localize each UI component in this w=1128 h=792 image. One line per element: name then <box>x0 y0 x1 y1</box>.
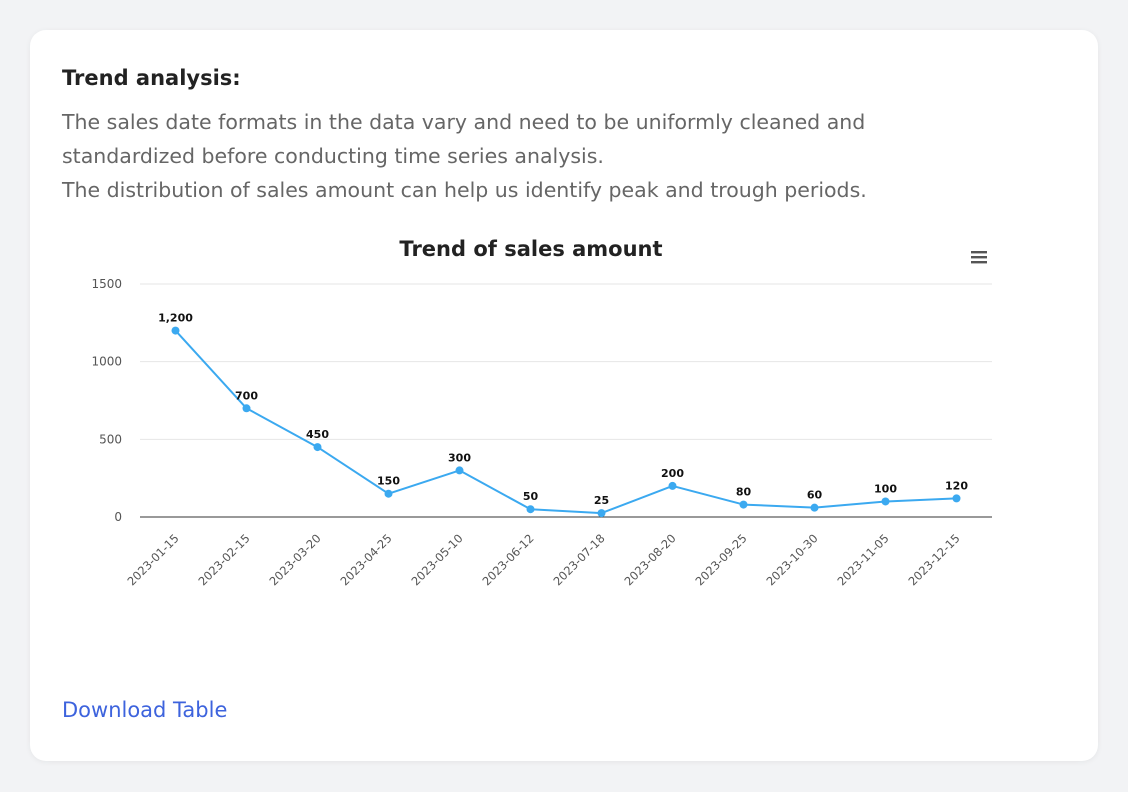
data-label: 60 <box>807 489 823 502</box>
x-tick-label: 2023-07-18 <box>550 531 607 588</box>
description-line: The distribution of sales amount can hel… <box>62 178 867 202</box>
x-tick-label: 2023-05-10 <box>408 531 465 588</box>
series-sales-amount <box>174 329 957 515</box>
grid-lines <box>140 283 992 440</box>
y-tick-label: 1000 <box>91 355 122 369</box>
data-point <box>455 466 464 475</box>
chart-container: Trend of sales amount 0 500 1000 1500 2023-… <box>30 30 1098 674</box>
x-tick-label: 2023-09-25 <box>692 531 749 588</box>
description-paragraph: The sales date formats in the data vary … <box>62 105 1072 207</box>
y-axis: 0 500 1000 1500 <box>91 277 122 524</box>
data-label: 120 <box>945 479 968 492</box>
data-point <box>739 500 748 509</box>
x-tick-label: 2023-04-25 <box>337 531 394 588</box>
data-point <box>668 481 677 490</box>
data-point <box>526 505 535 514</box>
data-points <box>171 326 961 518</box>
description-line: standardized before conducting time seri… <box>62 144 604 168</box>
description-line: The sales date formats in the data vary … <box>62 110 866 134</box>
data-point <box>384 489 393 498</box>
x-axis: 2023-01-15 2023-02-15 2023-03-20 2023-04-25… <box>124 516 992 588</box>
data-labels: 1,200 700 450 150 300 50 25 200 80 60 100 120 <box>158 312 968 508</box>
x-tick-label: 2023-06-12 <box>479 531 536 588</box>
data-point <box>597 509 606 518</box>
data-point <box>171 326 180 335</box>
data-point <box>313 443 322 452</box>
data-label: 200 <box>661 467 684 480</box>
x-tick-label: 2023-11-05 <box>834 531 891 588</box>
hamburger-menu-icon[interactable] <box>969 248 989 268</box>
data-point <box>952 494 961 503</box>
data-label: 150 <box>377 475 400 488</box>
data-label: 25 <box>594 494 609 507</box>
download-table-link[interactable]: Download Table <box>62 698 228 722</box>
line-chart: Trend of sales amount 0 500 1000 1500 2023-… <box>91 237 992 588</box>
analysis-card: Trend analysis: The sales date formats i… <box>30 30 1098 761</box>
data-label: 50 <box>523 490 539 503</box>
y-tick-label: 1500 <box>91 277 122 291</box>
x-tick-label: 2023-10-30 <box>763 531 820 588</box>
x-tick-label: 2023-08-20 <box>621 531 678 588</box>
data-label: 80 <box>736 486 752 499</box>
data-point <box>881 497 890 506</box>
y-tick-label: 500 <box>99 432 122 446</box>
x-tick-label: 2023-01-15 <box>124 531 181 588</box>
y-tick-label: 0 <box>114 510 122 524</box>
data-label: 700 <box>235 389 258 402</box>
data-label: 300 <box>448 451 471 464</box>
chart-title: Trend of sales amount <box>399 237 662 261</box>
data-label: 450 <box>306 428 329 441</box>
data-point <box>242 404 251 413</box>
data-label: 1,200 <box>158 312 193 325</box>
data-label: 100 <box>874 482 897 495</box>
section-heading: Trend analysis: <box>62 66 241 90</box>
x-tick-label: 2023-02-15 <box>195 531 252 588</box>
x-tick-label: 2023-03-20 <box>266 531 323 588</box>
x-tick-label: 2023-12-15 <box>905 531 962 588</box>
data-point <box>810 503 819 512</box>
series-line <box>174 329 957 515</box>
